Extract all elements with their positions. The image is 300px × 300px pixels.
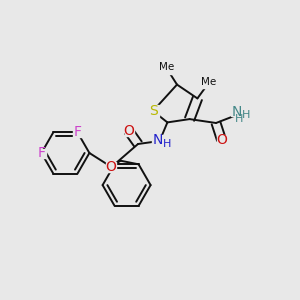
Text: O: O (216, 133, 227, 146)
Text: F: F (38, 146, 45, 160)
Bar (152, 135, 167, 147)
Text: Me: Me (201, 76, 216, 87)
Text: H: H (163, 139, 171, 149)
Text: N: N (231, 105, 242, 119)
Bar (240, 112, 249, 121)
Bar (201, 77, 217, 88)
Text: H: H (242, 110, 250, 121)
Bar (37, 148, 46, 158)
Bar (231, 107, 240, 116)
Bar (106, 162, 116, 172)
Text: F: F (74, 125, 81, 139)
Text: Me: Me (159, 62, 174, 72)
Text: O: O (106, 160, 116, 174)
Bar (217, 135, 226, 144)
Bar (73, 128, 82, 137)
Text: N: N (153, 133, 163, 147)
Text: O: O (124, 124, 134, 138)
Bar (124, 127, 134, 136)
Text: H: H (235, 114, 244, 124)
Text: S: S (148, 104, 158, 118)
Bar (158, 62, 175, 74)
Bar (147, 105, 159, 117)
